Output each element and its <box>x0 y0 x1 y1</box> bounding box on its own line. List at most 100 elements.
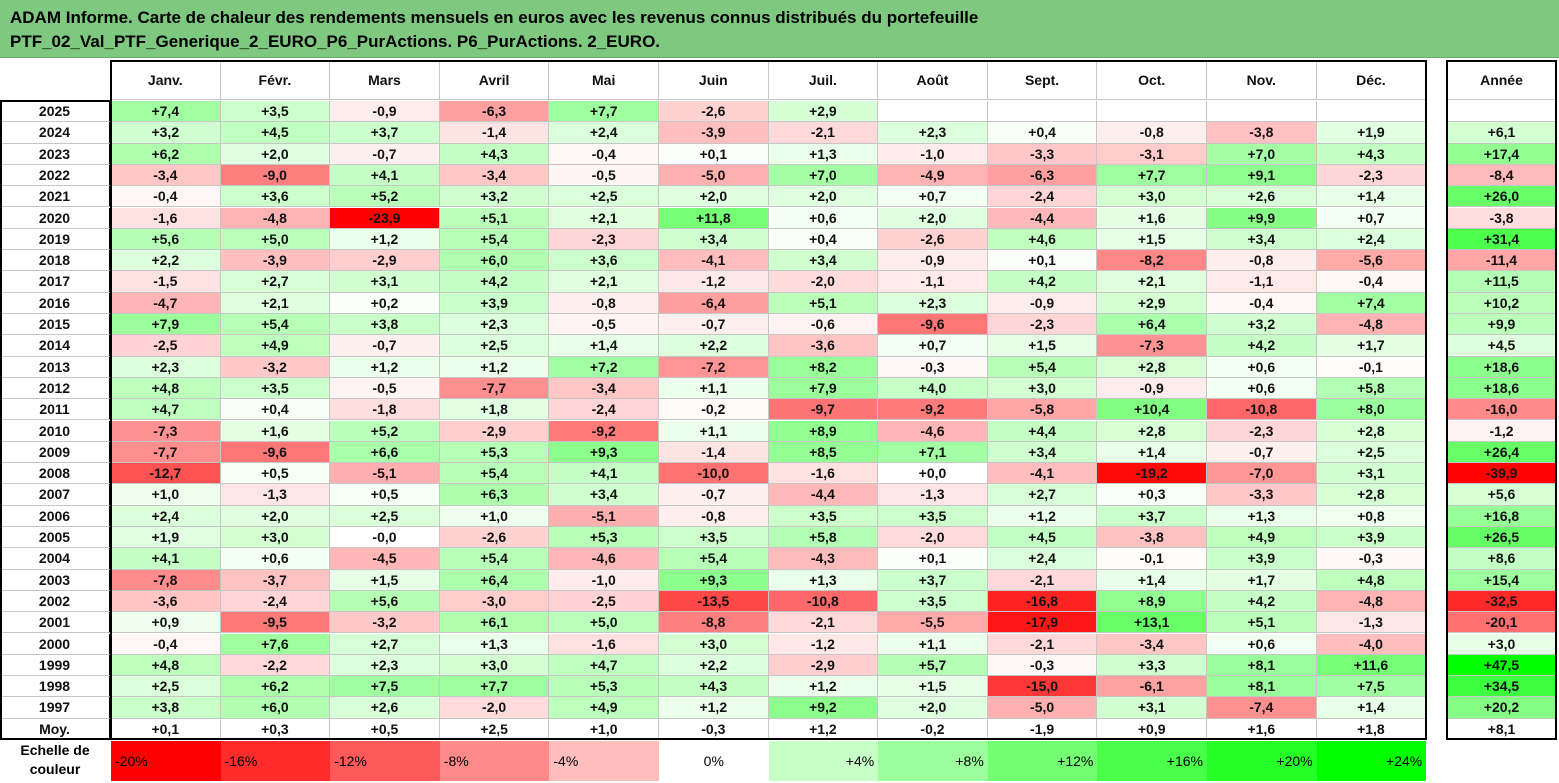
heatmap-cell: +5,6 <box>330 590 440 613</box>
heatmap-cell: -0,7 <box>659 484 769 506</box>
heatmap-cell: +2,5 <box>330 505 440 527</box>
year-label: 2015 <box>0 314 111 336</box>
heatmap-cell: -7,3 <box>111 420 221 442</box>
heatmap-cell: -2,4 <box>987 186 1098 208</box>
heatmap-cell: +5,2 <box>330 186 440 208</box>
heatmap-cell: +6,2 <box>220 676 331 698</box>
annual-cell: +18,6 <box>1447 356 1557 378</box>
heatmap-cell: +3,9 <box>1207 548 1317 570</box>
heatmap-cell: +6,0 <box>439 250 550 272</box>
heatmap-cell: -0,3 <box>878 356 988 378</box>
heatmap-cell: +2,8 <box>1316 420 1427 442</box>
heatmap-cell: +1,5 <box>330 569 440 591</box>
heatmap-cell: -12,7 <box>111 463 221 485</box>
header-oct: Oct. <box>1097 60 1207 100</box>
heatmap-cell <box>1097 101 1207 123</box>
heatmap-cell: +4,5 <box>987 527 1098 549</box>
heatmap-cell: -13,5 <box>659 590 769 613</box>
heatmap-cell: +5,3 <box>549 676 659 698</box>
heatmap-cell: +3,5 <box>220 377 331 400</box>
legend-swatch: -12% <box>330 741 440 781</box>
heatmap-cell: +3,9 <box>1316 527 1427 549</box>
heatmap-cell: +8,9 <box>768 420 879 442</box>
heatmap-cell: -1,6 <box>549 633 659 655</box>
report-title: ADAM Informe. Carte de chaleur des rende… <box>0 0 1559 58</box>
heatmap-cell: -9,5 <box>220 612 331 634</box>
heatmap-cell: +8,9 <box>1097 590 1207 613</box>
heatmap-cell: +6,2 <box>111 143 221 165</box>
heatmap-cell: +9,9 <box>1207 207 1317 229</box>
heatmap-cell: +5,2 <box>330 420 440 442</box>
heatmap-cell: -6,4 <box>659 292 769 314</box>
heatmap-cell: -4,1 <box>987 463 1098 485</box>
heatmap-cell: +5,6 <box>111 228 221 251</box>
heatmap-cell: -5,6 <box>1316 250 1427 272</box>
heatmap-cell: -0,9 <box>987 292 1098 314</box>
heatmap-cell: +3,2 <box>1207 314 1317 336</box>
heatmap-cell: +3,1 <box>1316 463 1427 485</box>
year-label: 2017 <box>0 271 111 293</box>
heatmap-cell: -9,6 <box>220 441 331 464</box>
heatmap-cell: +0,7 <box>1316 207 1427 229</box>
heatmap-cell: +0,1 <box>878 548 988 570</box>
year-label: 2006 <box>0 505 111 527</box>
heatmap-cell: +4,5 <box>220 122 331 144</box>
annual-cell: +4,5 <box>1447 335 1557 357</box>
heatmap-cell: +2,1 <box>220 292 331 314</box>
legend-swatch: +20% <box>1207 741 1317 781</box>
heatmap-cell: +3,6 <box>549 250 659 272</box>
heatmap-cell: +0,7 <box>878 186 988 208</box>
heatmap-cell: +3,3 <box>1097 654 1207 677</box>
heatmap-cell: +2,4 <box>1316 228 1427 251</box>
heatmap-cell: -0,3 <box>659 718 769 740</box>
heatmap-cell: +0,6 <box>220 548 331 570</box>
heatmap-cell: +7,9 <box>111 314 221 336</box>
heatmap-cell: +2,3 <box>330 654 440 677</box>
heatmap-cell: +5,1 <box>768 292 879 314</box>
heatmap-cell: +7,7 <box>439 676 550 698</box>
heatmap-cell: -1,8 <box>330 399 440 421</box>
header-mai: Mai <box>549 60 659 100</box>
heatmap-cell: +6,4 <box>1097 314 1207 336</box>
heatmap-cell: -2,3 <box>549 228 659 251</box>
legend-swatch: -8% <box>439 741 550 781</box>
heatmap-cell: +7,0 <box>1207 143 1317 165</box>
annual-cell: +26,0 <box>1447 186 1557 208</box>
heatmap-cell: -6,3 <box>439 101 550 123</box>
heatmap-cell: +0,5 <box>220 463 331 485</box>
heatmap-cell: +6,4 <box>439 569 550 591</box>
heatmap-cell: -4,8 <box>1316 314 1427 336</box>
heatmap-cell: +3,1 <box>1097 697 1207 719</box>
heatmap-cell: -4,9 <box>878 164 988 187</box>
heatmap-cell: -3,6 <box>111 590 221 613</box>
heatmap-cell: -9,2 <box>549 420 659 442</box>
heatmap-cell: -2,3 <box>1316 164 1427 187</box>
heatmap-cell: +7,5 <box>330 676 440 698</box>
year-label: 1997 <box>0 697 111 719</box>
annual-cell: -8,4 <box>1447 164 1557 187</box>
heatmap-cell: +1,5 <box>987 335 1098 357</box>
legend-swatch: +4% <box>768 741 879 781</box>
heatmap-cell: -5,0 <box>659 164 769 187</box>
annual-cell: +3,0 <box>1447 633 1557 655</box>
heatmap-cell: +1,2 <box>768 676 879 698</box>
heatmap-cell: +0,5 <box>330 718 440 740</box>
title-line-1: ADAM Informe. Carte de chaleur des rende… <box>10 8 979 27</box>
heatmap-cell: +2,1 <box>549 207 659 229</box>
heatmap-cell: +1,2 <box>439 356 550 378</box>
annual-cell: +8,1 <box>1447 718 1557 740</box>
annual-cell: +47,5 <box>1447 654 1557 677</box>
year-label: 2025 <box>0 101 111 123</box>
heatmap-cell: +3,5 <box>878 590 988 613</box>
heatmap-cell: +4,1 <box>111 548 221 570</box>
year-label: 2002 <box>0 590 111 613</box>
heatmap-cell: -2,9 <box>768 654 879 677</box>
heatmap-cell: -9,2 <box>878 399 988 421</box>
heatmap-cell: +5,3 <box>549 527 659 549</box>
heatmap-cell: +1,8 <box>439 399 550 421</box>
heatmap-cell: -3,4 <box>439 164 550 187</box>
heatmap-cell: +7,4 <box>111 101 221 123</box>
heatmap-cell: -4,4 <box>768 484 879 506</box>
heatmap-cell: +2,7 <box>987 484 1098 506</box>
heatmap-cell: +3,5 <box>768 505 879 527</box>
